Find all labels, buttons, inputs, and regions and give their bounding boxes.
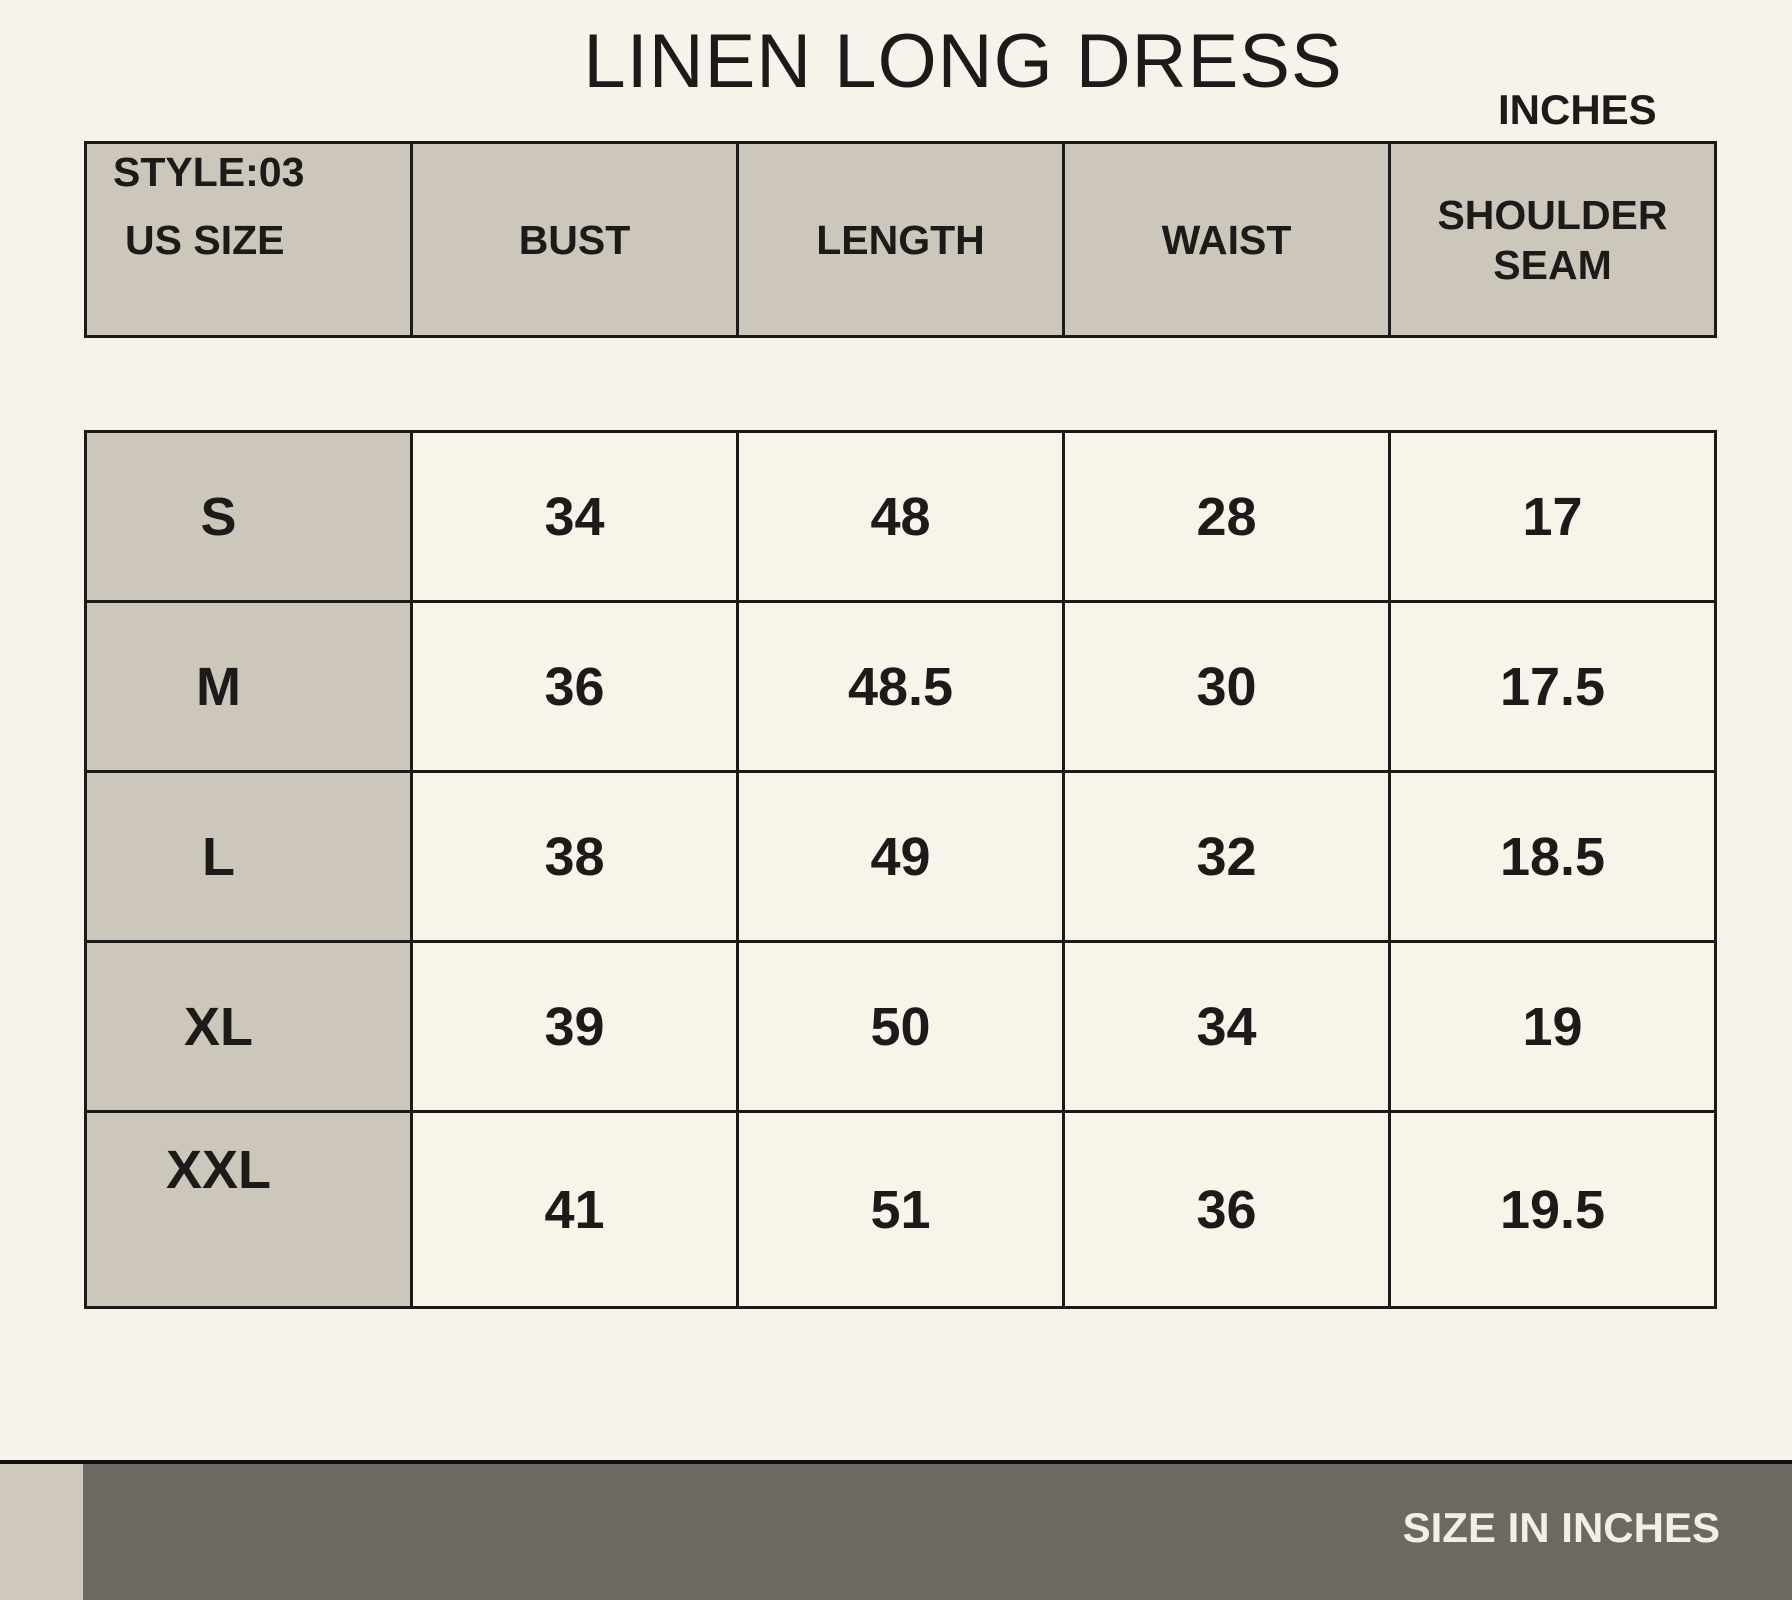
shoulder-seam-cell: 17 <box>1388 430 1717 603</box>
footer-divider <box>0 1460 1792 1464</box>
column-header-shoulder-seam: SHOULDER SEAM <box>1388 141 1717 338</box>
waist-cell: 34 <box>1062 940 1391 1113</box>
length-cell: 48.5 <box>736 600 1065 773</box>
length-cell: 48 <box>736 430 1065 603</box>
size-cell: S <box>84 430 413 603</box>
waist-cell: 36 <box>1062 1110 1391 1309</box>
header-table: STYLE:03 US SIZE BUST LENGTH WAIST SHOUL… <box>84 141 1717 338</box>
table-row: S 34 48 28 17 <box>84 430 1717 603</box>
length-cell: 49 <box>736 770 1065 943</box>
shoulder-seam-cell: 19.5 <box>1388 1110 1717 1309</box>
waist-cell: 30 <box>1062 600 1391 773</box>
column-header-bust: BUST <box>410 141 739 338</box>
table-row: XXL 41 51 36 19.5 <box>84 1110 1717 1309</box>
table-row: M 36 48.5 30 17.5 <box>84 600 1717 773</box>
us-size-label: US SIZE <box>125 217 285 263</box>
shoulder-seam-cell: 18.5 <box>1388 770 1717 943</box>
size-table: S 34 48 28 17 M 36 48.5 30 17.5 L 38 49 32 18.5 XL 39 50 3… <box>84 430 1717 1309</box>
length-cell: 51 <box>736 1110 1065 1309</box>
bust-cell: 34 <box>410 430 739 603</box>
column-header-waist: WAIST <box>1062 141 1391 338</box>
size-cell: XXL <box>84 1110 413 1309</box>
column-header-length: LENGTH <box>736 141 1065 338</box>
bust-cell: 41 <box>410 1110 739 1309</box>
size-cell: XL <box>84 940 413 1113</box>
size-cell: M <box>84 600 413 773</box>
size-cell: L <box>84 770 413 943</box>
units-label: INCHES <box>1498 86 1657 133</box>
bust-cell: 39 <box>410 940 739 1113</box>
footer-accent-block <box>0 1464 83 1600</box>
waist-cell: 28 <box>1062 430 1391 603</box>
shoulder-seam-cell: 19 <box>1388 940 1717 1113</box>
bust-cell: 38 <box>410 770 739 943</box>
footer-text: SIZE IN INCHES <box>1402 1504 1720 1551</box>
style-size-header: STYLE:03 US SIZE <box>84 141 413 338</box>
header-row: STYLE:03 US SIZE BUST LENGTH WAIST SHOUL… <box>84 141 1717 338</box>
style-label: STYLE:03 <box>113 149 305 195</box>
page-title: LINEN LONG DRESS <box>583 19 1343 104</box>
table-row: XL 39 50 34 19 <box>84 940 1717 1113</box>
length-cell: 50 <box>736 940 1065 1113</box>
table-row: L 38 49 32 18.5 <box>84 770 1717 943</box>
bust-cell: 36 <box>410 600 739 773</box>
shoulder-seam-cell: 17.5 <box>1388 600 1717 773</box>
waist-cell: 32 <box>1062 770 1391 943</box>
footer-bar: SIZE IN INCHES <box>83 1464 1792 1600</box>
